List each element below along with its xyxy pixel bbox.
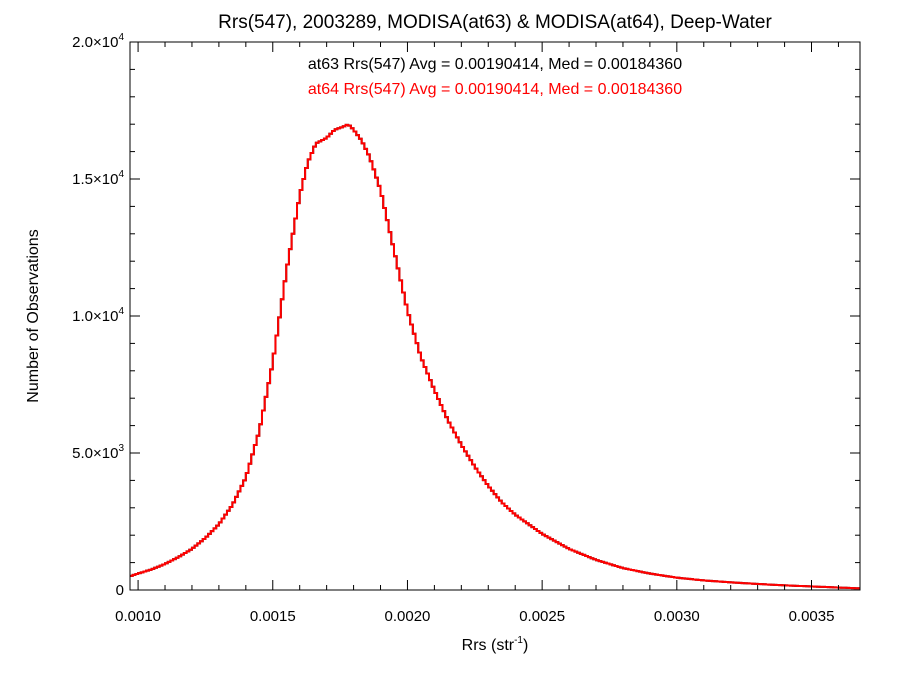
series-line-at64 (130, 123, 860, 590)
series-layer (130, 123, 860, 590)
y-tick-label: 1.5×104 (72, 169, 124, 188)
y-tick-label: 1.0×104 (72, 306, 124, 325)
x-tick-label: 0.0015 (250, 608, 296, 625)
x-tick-label: 0.0030 (654, 608, 700, 625)
x-tick-label: 0.0025 (519, 608, 565, 625)
chart-title: Rrs(547), 2003289, MODISA(at63) & MODISA… (218, 12, 772, 33)
plot-area: 0.0010 0.0015 0.0020 0.0025 0.0030 0.0035 0 5.… (72, 32, 861, 625)
x-axis-ticks: 0.0010 0.0015 0.0020 0.0025 0.0030 0.0035 (115, 42, 839, 625)
x-tick-label: 0.0010 (115, 608, 161, 625)
annotation-at63-stats: at63 Rrs(547) Avg = 0.00190414, Med = 0.… (308, 56, 682, 73)
x-tick-label: 0.0020 (385, 608, 431, 625)
y-axis-ticks: 0 5.0×103 1.0×104 1.5×104 2.0×104 (72, 32, 860, 599)
x-axis-label: Rrs (str-1) (462, 635, 529, 654)
x-tick-label: 0.0035 (789, 608, 835, 625)
annotation-at64-stats: at64 Rrs(547) Avg = 0.00190414, Med = 0.… (308, 81, 682, 98)
y-tick-label: 5.0×103 (72, 443, 124, 462)
y-tick-label: 0 (116, 582, 124, 599)
y-tick-label: 2.0×104 (72, 32, 124, 51)
y-axis-label: Number of Observations (25, 229, 42, 402)
